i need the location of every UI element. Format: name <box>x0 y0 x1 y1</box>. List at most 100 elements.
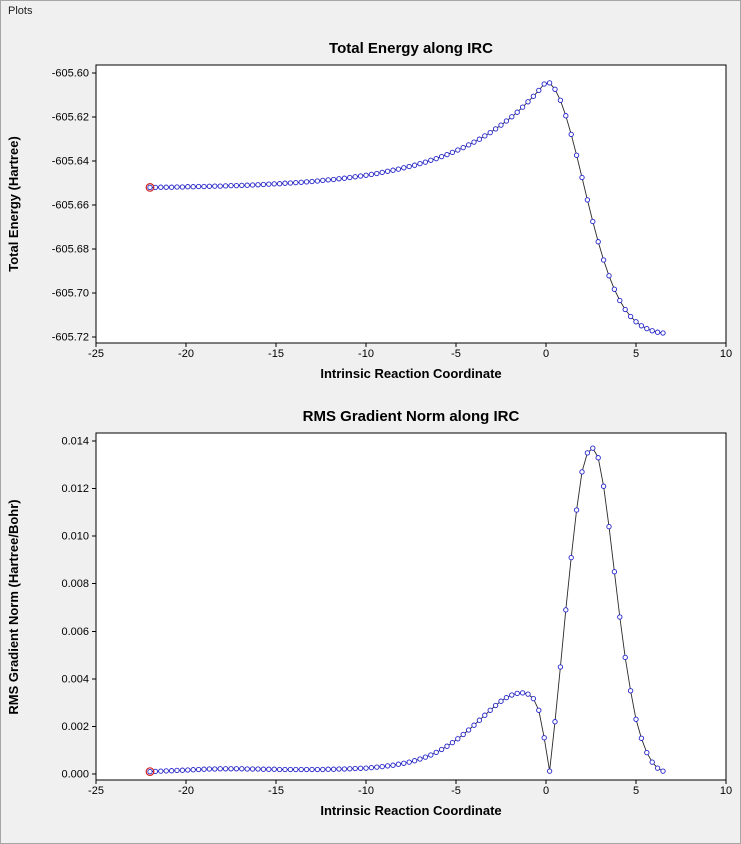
data-point-marker <box>147 184 153 191</box>
chart-dynamic-layer: -25 -20 -15 -10 -5 0 5 10 0.000 0.002 0.004 0.006 0.… <box>61 436 732 798</box>
data-point-marker <box>390 762 396 768</box>
y-tick-label: 0.004 <box>61 673 89 685</box>
data-point-marker <box>590 218 596 225</box>
data-point-marker <box>509 692 515 698</box>
data-point-marker <box>460 731 466 738</box>
data-point-marker <box>546 80 553 86</box>
data-point-marker <box>185 767 191 773</box>
data-point-marker <box>600 483 607 489</box>
data-point-marker <box>633 319 639 325</box>
y-tick-label: 0.006 <box>61 626 89 638</box>
data-point-marker <box>287 180 294 186</box>
data-point-marker <box>568 554 574 561</box>
data-point-marker <box>336 766 342 772</box>
data-point-marker <box>239 766 245 772</box>
first-point-highlight <box>145 182 155 192</box>
data-point-marker <box>476 136 483 142</box>
data-point-marker <box>357 765 364 771</box>
data-point-marker <box>384 763 391 769</box>
data-point-marker <box>320 766 326 773</box>
data-point-marker <box>444 151 450 158</box>
rms-gradient-chart: -25 -20 -15 -10 -5 0 5 10 0.000 0.002 0.004 0.006 0.… <box>6 408 732 818</box>
data-point-marker <box>617 297 623 304</box>
data-point-marker <box>638 735 645 741</box>
data-point-marker <box>190 767 196 773</box>
data-point-marker <box>287 766 294 773</box>
data-point-marker <box>352 174 358 180</box>
data-point-marker <box>374 764 380 770</box>
data-point-marker <box>455 147 461 153</box>
data-point-marker <box>217 183 223 189</box>
data-point-marker <box>266 766 272 772</box>
data-point-marker <box>314 766 321 773</box>
data-point-marker <box>298 766 304 773</box>
x-tick-label: -5 <box>451 785 461 797</box>
data-point-marker <box>384 168 391 174</box>
data-point-marker <box>330 766 337 772</box>
data-point-marker <box>660 330 666 336</box>
x-tick-label: 0 <box>543 785 549 797</box>
y-tick-label: 0.010 <box>61 531 89 543</box>
x-tick-label: -20 <box>178 348 194 360</box>
data-point-marker <box>368 764 375 771</box>
y-tick-label: -605.62 <box>52 112 89 124</box>
x-tick-label: 0 <box>543 348 549 360</box>
data-point-marker <box>411 758 418 764</box>
data-point-marker <box>233 766 240 772</box>
data-point-marker <box>357 173 364 179</box>
y-tick-label: -605.64 <box>52 156 89 168</box>
data-point-marker <box>557 664 564 670</box>
data-point-marker <box>228 182 234 189</box>
x-axis-label: Intrinsic Reaction Coordinate <box>320 366 501 381</box>
data-point-marker <box>239 182 245 189</box>
data-point-marker <box>622 306 628 313</box>
x-tick-label: -25 <box>88 348 104 360</box>
data-point-marker <box>325 766 331 772</box>
data-point-marker <box>271 766 277 772</box>
data-point-marker <box>282 766 288 773</box>
data-point-marker <box>201 766 207 772</box>
data-point-marker <box>422 754 429 760</box>
data-point-marker <box>428 752 434 758</box>
data-point-marker <box>573 152 580 158</box>
data-point-marker <box>471 139 477 145</box>
data-point-marker <box>465 727 472 733</box>
y-tick-label: 0.008 <box>61 578 89 590</box>
data-point-marker <box>563 607 569 613</box>
data-point-marker <box>206 766 213 772</box>
data-point-marker <box>471 722 477 728</box>
total-energy-chart: -25 -20 -15 -10 -5 0 5 10 -605.72 -605.70 -605.68 -… <box>6 40 732 381</box>
data-point-marker <box>611 286 618 292</box>
data-point-marker <box>455 736 461 742</box>
x-tick-label: -10 <box>358 785 374 797</box>
data-point-marker <box>606 523 612 530</box>
data-point-marker <box>498 698 504 704</box>
data-point-marker <box>347 174 353 181</box>
data-point-marker <box>260 181 267 188</box>
data-point-marker <box>309 766 315 773</box>
y-axis-label: Total Energy (Hartree) <box>6 136 21 272</box>
data-point-marker <box>482 712 488 718</box>
data-point-marker <box>276 766 283 773</box>
data-point-marker <box>185 184 191 190</box>
data-point-marker <box>449 739 456 746</box>
data-point-marker <box>514 690 520 697</box>
data-point-marker <box>487 707 493 713</box>
chart-dynamic-layer: -25 -20 -15 -10 -5 0 5 10 -605.72 -605.70 -605.68 -… <box>52 68 732 361</box>
data-point-marker <box>422 159 429 165</box>
y-tick-label: -605.70 <box>52 288 89 300</box>
x-tick-label: -25 <box>88 785 104 797</box>
data-point-marker <box>298 179 304 185</box>
data-point-marker <box>660 768 666 774</box>
data-point-marker <box>649 759 655 765</box>
data-point-marker <box>212 766 218 772</box>
data-point-marker <box>525 691 531 697</box>
data-point-marker <box>584 197 591 203</box>
data-point-marker <box>293 179 299 186</box>
data-point-marker <box>503 118 510 124</box>
data-point-marker <box>519 104 526 110</box>
y-tick-label: 0.012 <box>61 483 89 495</box>
data-point-marker <box>341 766 348 772</box>
data-point-marker <box>363 765 369 771</box>
